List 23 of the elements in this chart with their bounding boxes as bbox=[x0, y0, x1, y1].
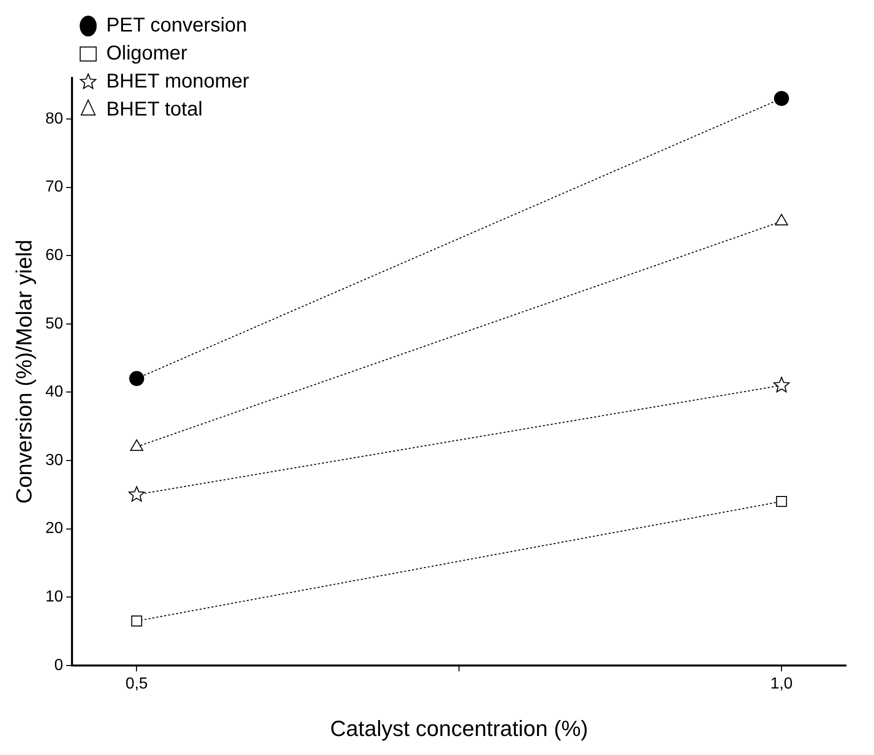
point bbox=[131, 616, 142, 626]
y-tick-label: 20 bbox=[45, 520, 64, 538]
y-tick-label: 10 bbox=[45, 588, 64, 606]
legend-label: Oligomer bbox=[106, 42, 188, 65]
legend-label: BHET total bbox=[106, 98, 203, 121]
legend-label: BHET monomer bbox=[106, 70, 250, 93]
x-axis-title: Catalyst concentration (%) bbox=[330, 716, 588, 741]
legend-label: PET conversion bbox=[106, 14, 248, 37]
point bbox=[773, 376, 790, 392]
point bbox=[776, 496, 787, 507]
y-tick-label: 40 bbox=[45, 384, 64, 401]
x-tick-label: 1,0 bbox=[770, 675, 793, 692]
point bbox=[774, 90, 790, 106]
y-tick-label: 60 bbox=[45, 246, 64, 264]
y-tick-label: 70 bbox=[45, 178, 64, 196]
y-axis-title: Conversion (%)/Molar yield bbox=[11, 240, 36, 504]
point bbox=[128, 486, 145, 502]
y-tick-label: 50 bbox=[45, 315, 64, 332]
y-tick-label: 30 bbox=[45, 452, 64, 469]
y-tick-label: 80 bbox=[45, 110, 64, 128]
point bbox=[129, 371, 144, 386]
y-tick-label: 0 bbox=[54, 656, 64, 674]
x-tick-label: 0,5 bbox=[126, 675, 148, 692]
